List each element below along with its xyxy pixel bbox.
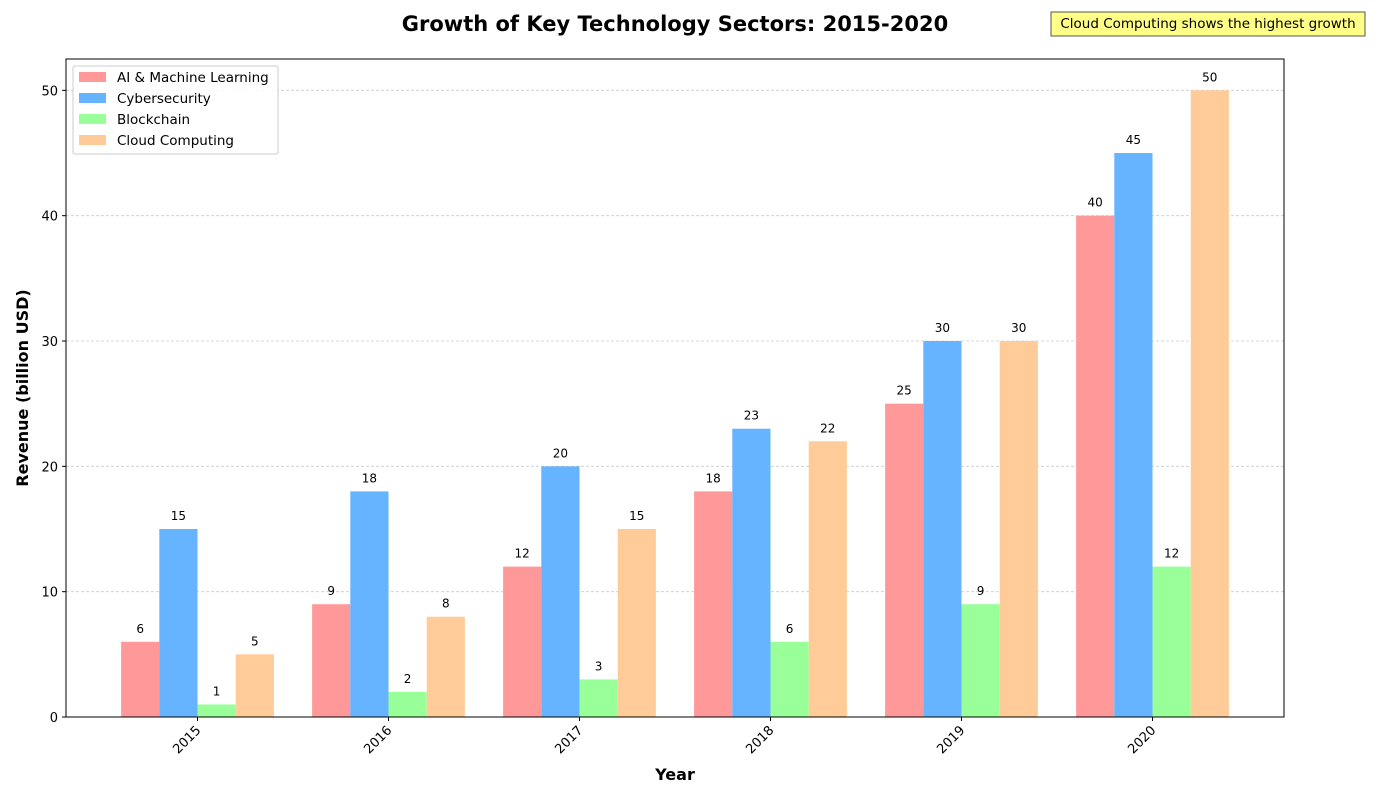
bar <box>770 641 809 717</box>
data-label: 45 <box>1126 133 1141 147</box>
legend-label: Cybersecurity <box>117 91 211 107</box>
data-label: 12 <box>1164 547 1179 561</box>
chart-title: Growth of Key Technology Sectors: 2015-2… <box>402 12 948 36</box>
data-label: 9 <box>977 584 985 598</box>
annotation-background <box>1050 11 1366 37</box>
y-tick-label: 30 <box>41 335 58 350</box>
bar <box>961 604 1000 717</box>
legend-label: AI & Machine Learning <box>117 70 269 86</box>
y-tick-label: 40 <box>41 210 58 225</box>
legend-swatch <box>79 114 106 124</box>
x-axis-label: Year <box>654 765 695 784</box>
y-tick-label: 50 <box>41 84 58 99</box>
data-label: 8 <box>442 597 450 611</box>
data-label: 1 <box>213 684 221 698</box>
annotation-box: Cloud Computing shows the highest growth <box>1050 11 1366 37</box>
plot-frame <box>65 58 1285 718</box>
bar <box>426 616 465 717</box>
bar <box>312 604 351 717</box>
legend-label: Cloud Computing <box>117 133 234 149</box>
legend-frame <box>72 65 279 155</box>
data-label: 25 <box>897 384 912 398</box>
bar <box>541 466 580 717</box>
bar <box>1152 566 1191 717</box>
bar <box>923 341 962 717</box>
y-axis-label: Revenue (billion USD) <box>13 289 32 486</box>
bar <box>159 529 198 717</box>
bar <box>388 691 427 717</box>
legend-swatch <box>79 72 106 82</box>
data-label: 6 <box>136 622 144 636</box>
data-label: 50 <box>1202 70 1217 84</box>
data-label: 20 <box>553 446 568 460</box>
bar <box>732 428 771 717</box>
bar <box>350 491 389 717</box>
bar <box>197 704 236 717</box>
legend-swatch <box>79 135 106 145</box>
annotation-text: Cloud Computing shows the highest growth <box>1060 16 1355 32</box>
data-label: 9 <box>327 584 335 598</box>
bar <box>885 403 924 717</box>
legend-swatch <box>79 93 106 103</box>
data-label: 22 <box>820 421 835 435</box>
y-tick-label: 20 <box>41 460 58 475</box>
bar <box>808 441 847 717</box>
data-label: 15 <box>171 509 186 523</box>
data-label: 30 <box>1011 321 1026 335</box>
bar <box>999 341 1038 717</box>
y-tick-label: 10 <box>41 586 58 601</box>
bar <box>121 641 160 717</box>
data-label: 23 <box>744 409 759 423</box>
bar <box>694 491 733 717</box>
data-label: 3 <box>595 659 603 673</box>
bar <box>1076 215 1115 717</box>
data-label: 12 <box>515 547 530 561</box>
data-label: 15 <box>629 509 644 523</box>
data-label: 18 <box>706 471 721 485</box>
bar <box>617 529 656 717</box>
data-label: 6 <box>786 622 794 636</box>
bar <box>1114 153 1153 717</box>
data-label: 5 <box>251 634 259 648</box>
bar <box>235 654 274 717</box>
bar <box>503 566 542 717</box>
y-axis: 0 10 20 30 40 50 <box>41 84 66 726</box>
y-tick-label: 0 <box>50 711 58 726</box>
bar <box>1190 90 1229 718</box>
bars <box>121 90 1229 718</box>
legend-label: Blockchain <box>117 112 190 128</box>
bar <box>579 679 618 717</box>
data-label: 18 <box>362 471 377 485</box>
data-label: 2 <box>404 672 412 686</box>
data-label: 30 <box>935 321 950 335</box>
data-label: 40 <box>1088 196 1103 210</box>
legend: AI & Machine Learning Cybersecurity Blockc… <box>72 65 279 155</box>
